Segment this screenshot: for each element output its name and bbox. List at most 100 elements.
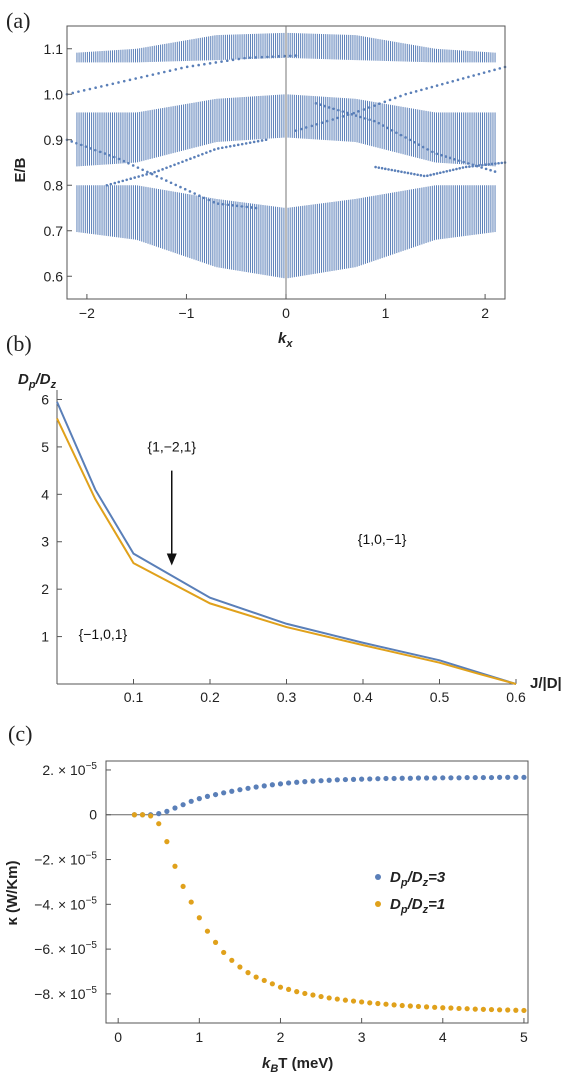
edge-state-point: [419, 174, 423, 177]
edge-state-point: [127, 161, 130, 165]
edge-state-point: [88, 87, 92, 91]
edge-state-point: [461, 166, 465, 169]
edge-state-point: [177, 161, 180, 165]
edge-state-point: [155, 174, 159, 178]
edge-state-point: [151, 73, 155, 76]
edge-state-point: [305, 126, 308, 129]
y-tick-label: 0.6: [44, 268, 64, 284]
edge-state-point: [217, 202, 220, 205]
data-point: [180, 802, 186, 808]
data-point: [294, 779, 300, 785]
phase-boundaries: [56, 401, 517, 685]
edge-state-point: [395, 131, 398, 134]
edge-state-point: [442, 170, 445, 174]
edge-state-point: [220, 146, 224, 150]
x-axis-label: kBT (meV): [262, 1055, 333, 1075]
edge-state-point: [254, 56, 258, 59]
edge-state-point: [409, 91, 413, 95]
edge-state-point: [445, 169, 449, 173]
data-point: [496, 774, 503, 780]
edge-state-point: [94, 86, 97, 90]
data-point: [310, 992, 316, 998]
edge-state-point: [488, 69, 491, 73]
data-point: [285, 986, 292, 993]
plot-frame: [105, 760, 529, 1024]
edge-state-point: [413, 172, 416, 176]
edge-state-point: [160, 177, 163, 180]
data-point: [237, 787, 243, 793]
data-point: [204, 928, 211, 934]
edge-state-point: [387, 168, 390, 171]
data-point: [261, 977, 267, 984]
x-tick-label: 2: [481, 305, 489, 321]
edge-state-point: [89, 147, 92, 150]
edge-state-point: [404, 136, 407, 139]
edge-state-point: [140, 75, 143, 79]
data-point: [302, 779, 308, 785]
legend: Dp/Dz=3 Dp/Dz=1: [375, 869, 446, 916]
data-point: [423, 1004, 430, 1010]
data-point: [513, 774, 519, 780]
data-point: [212, 791, 219, 798]
edge-state-point: [117, 81, 120, 84]
edge-state-point: [217, 147, 220, 150]
edge-state-point: [481, 163, 484, 167]
edge-state-point: [145, 173, 148, 176]
y-tick-label: 1.0: [44, 86, 64, 102]
edge-state-point: [466, 162, 470, 165]
data-point: [415, 775, 422, 781]
edge-state-point: [188, 190, 192, 193]
edge-state-point: [484, 163, 487, 167]
edge-state-point: [84, 145, 88, 148]
phase-diagram-plot: 0.1 0.2 0.3 0.4 0.5 0.6 1 2 3 4 5 6 {1,−2,1} {1,0,−…: [18, 371, 562, 705]
edge-state-point: [456, 78, 460, 82]
data-point: [464, 774, 470, 781]
edge-state-point: [416, 173, 419, 177]
edge-state-point: [82, 89, 86, 92]
edge-state-point: [341, 110, 345, 113]
data-point: [310, 778, 316, 784]
edge-state-point: [121, 179, 125, 183]
edge-state-point: [108, 154, 111, 157]
edge-state-point: [435, 172, 439, 175]
edge-state-point: [189, 157, 192, 161]
edge-state-point: [244, 142, 248, 145]
edge-state-point: [137, 175, 140, 178]
data-point: [440, 775, 446, 781]
edge-state-point: [250, 206, 253, 209]
edge-state-point: [232, 144, 236, 147]
edge-state-point: [354, 114, 358, 117]
edge-state-point: [173, 163, 176, 167]
data-point: [188, 798, 194, 804]
x-ticks: −2 −1 0 1 2: [79, 294, 489, 321]
edge-state-point: [131, 164, 135, 167]
y-tick-label: 3: [41, 534, 49, 550]
x-tick-label: 0.6: [506, 689, 526, 705]
edge-state-point: [439, 153, 443, 157]
edge-state-point: [294, 129, 298, 132]
edge-state-point: [383, 167, 387, 171]
edge-state-point: [500, 161, 504, 165]
y-tick-label: 0.8: [44, 177, 64, 193]
edge-state-point: [117, 157, 121, 161]
data-point: [253, 784, 259, 790]
edge-state-point: [100, 85, 103, 88]
edge-state-point: [231, 203, 234, 207]
data-point: [505, 1007, 511, 1013]
edge-state-point: [105, 183, 109, 187]
edge-state-point: [493, 162, 497, 165]
edge-state-point: [214, 61, 218, 64]
edge-state-point: [266, 55, 269, 59]
edge-state-point: [164, 179, 168, 182]
edge-state-point: [435, 152, 439, 156]
edge-state-point: [413, 140, 416, 144]
edge-state-point: [165, 166, 168, 170]
edge-state-point: [240, 142, 244, 146]
edge-state-point: [122, 159, 126, 163]
edge-state-point: [390, 129, 394, 132]
data-point: [359, 999, 365, 1005]
data-point: [472, 774, 478, 781]
legend-marker: [375, 874, 381, 880]
edge-state-point: [212, 200, 215, 204]
y-tick-label: −6. × 10−5: [34, 940, 97, 957]
